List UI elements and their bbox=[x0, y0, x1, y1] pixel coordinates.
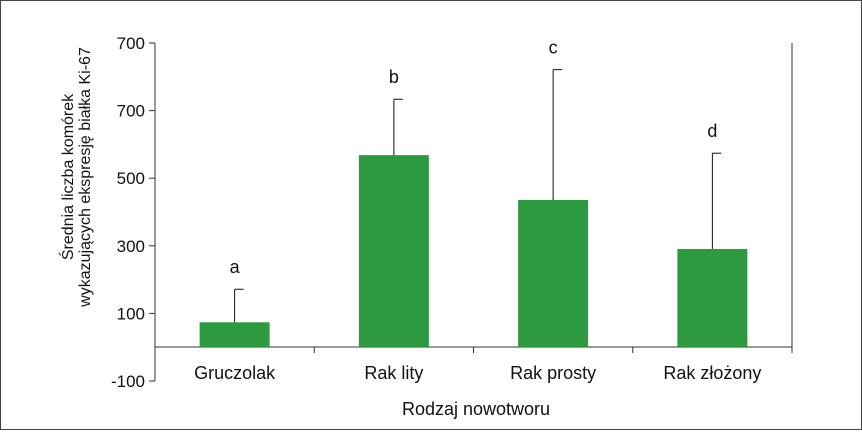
significance-letter: c bbox=[549, 38, 558, 58]
y-tick-label: 100 bbox=[117, 304, 145, 323]
bar bbox=[518, 199, 589, 347]
significance-letters: a b c d bbox=[230, 38, 718, 278]
x-tick-labels: Gruczolak Rak lity Rak prosty Rak złożony bbox=[194, 363, 761, 383]
x-tick-label: Gruczolak bbox=[194, 363, 276, 383]
y-tick-label: -100 bbox=[111, 372, 145, 391]
bar bbox=[358, 155, 429, 347]
y-tick-label: 500 bbox=[117, 169, 145, 188]
y-tick-label: 700 bbox=[117, 34, 145, 53]
bar bbox=[199, 322, 270, 347]
x-tick-label: Rak lity bbox=[364, 363, 423, 383]
y-axis-title-line1: Średnia liczba komórek bbox=[58, 93, 77, 260]
x-tick-label: Rak prosty bbox=[510, 363, 596, 383]
y-tick-label: 300 bbox=[117, 237, 145, 256]
bars bbox=[199, 155, 748, 347]
y-tick-labels: -100 100 300 500 700 700 bbox=[111, 34, 145, 391]
bar bbox=[677, 248, 748, 347]
x-tick-label: Rak złożony bbox=[663, 363, 761, 383]
error-bars bbox=[234, 69, 722, 323]
y-tick-label: 700 bbox=[117, 102, 145, 121]
significance-letter: a bbox=[230, 257, 241, 277]
x-axis-title: Rodzaj nowotworu bbox=[402, 399, 550, 419]
significance-letter: d bbox=[707, 121, 717, 141]
significance-letter: b bbox=[389, 67, 399, 87]
y-axis-title-line2: wykazujących ekspresję białka Ki-67 bbox=[77, 47, 94, 308]
